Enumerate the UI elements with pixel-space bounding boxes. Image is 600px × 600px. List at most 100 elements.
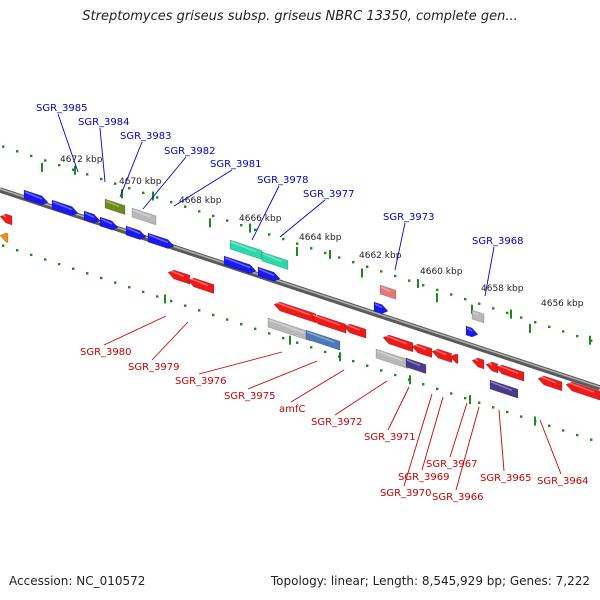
lower-ruler-dot (520, 415, 523, 418)
kbp-tick-label: 4662 kbp (359, 251, 402, 261)
lower-ruler-dot (16, 249, 19, 252)
lower-ruler-dot (366, 364, 369, 367)
kbp-tick-label: 4660 kbp (420, 267, 463, 277)
forward-gene-leader (57, 113, 79, 173)
lower-ruler-dot (576, 433, 579, 437)
upper-ruler-dot (422, 284, 425, 287)
forward-gene-shade (224, 257, 251, 269)
forward-gene (104, 198, 126, 216)
upper-ruler-dot (198, 210, 201, 213)
upper-ruler-dot (296, 242, 299, 245)
reverse-gene-shade (566, 381, 595, 393)
reverse-gene (449, 353, 459, 365)
forward-gene-leader (119, 141, 143, 198)
forward-gene-label: SGR_3984 (78, 117, 130, 128)
reverse-gene-label: amfC (279, 404, 305, 415)
lower-ruler-dot (562, 429, 565, 432)
reverse-gene (471, 357, 485, 370)
reverse-gene (273, 301, 317, 324)
upper-ruler-dot (72, 168, 75, 171)
reverse-gene-shade (312, 314, 341, 326)
lower-ruler-dot (2, 244, 5, 247)
lower-ruler-dot (86, 272, 89, 275)
kbp-tick-label: 4672 kbp (60, 155, 103, 165)
reverse-gene-leader (403, 393, 433, 487)
forward-gene-shade (0, 232, 3, 236)
reverse-gene-leader (290, 369, 345, 403)
reverse-gene-shade (538, 375, 557, 384)
reverse-gene-label: SGR_3965 (480, 473, 532, 484)
reverse-gene (489, 379, 519, 399)
lower-ruler-dot (380, 369, 383, 372)
forward-gene (465, 325, 479, 338)
lower-ruler-dot (450, 392, 453, 395)
kbp-tick-label: 4656 kbp (541, 299, 584, 309)
reverse-gene (375, 348, 409, 369)
reverse-gene-leader (151, 321, 189, 361)
reverse-gene (267, 317, 311, 342)
reverse-gene-shade (472, 357, 479, 362)
forward-gene (99, 216, 119, 231)
upper-ruler-dot (338, 256, 341, 259)
reverse-gene-shade (490, 381, 513, 391)
forward-gene-leader (484, 246, 495, 297)
upper-ruler-dot (576, 334, 579, 338)
reverse-gene-label: SGR_3976 (175, 376, 227, 387)
upper-ruler-dot (590, 339, 593, 342)
forward-gene-shade (148, 234, 169, 244)
upper-ruler-dot (44, 159, 47, 162)
reverse-gene-label: SGR_3979 (128, 362, 180, 373)
lower-ruler-dot (254, 327, 257, 331)
reverse-gene (411, 343, 433, 359)
lower-ruler-dot (58, 262, 61, 266)
reverse-gene-leader (103, 315, 167, 346)
reverse-gene (431, 348, 453, 364)
lower-ruler-dot (282, 336, 285, 340)
forward-gene (471, 309, 485, 324)
forward-gene (51, 199, 79, 216)
lower-ruler-dot (198, 309, 201, 312)
reverse-gene-shade (406, 359, 421, 367)
reverse-gene-label: SGR_3964 (537, 476, 589, 487)
forward-gene-label: SGR_3973 (383, 212, 435, 223)
reverse-gene-label: SGR_3975 (224, 391, 276, 402)
forward-gene-shade (262, 253, 283, 263)
reverse-gene-shade (306, 331, 335, 343)
upper-ruler-dot (268, 233, 271, 236)
reverse-gene-shade (412, 343, 427, 351)
lower-ruler-dot (310, 346, 313, 349)
lower-ruler-dot (324, 350, 327, 354)
forward-gene (373, 301, 389, 314)
lower-ruler-dot (44, 258, 47, 261)
lower-ruler-dot (226, 318, 229, 321)
forward-gene (23, 189, 49, 206)
upper-ruler-dot (16, 150, 19, 153)
upper-ruler-dot (520, 316, 523, 319)
forward-gene (0, 232, 9, 244)
lower-ruler-dot (590, 438, 593, 441)
forward-gene-label: SGR_3981 (210, 159, 262, 170)
reverse-gene-shade (486, 361, 493, 366)
lower-ruler-dot (436, 387, 439, 391)
kbp-tick-label: 4664 kbp (299, 233, 342, 243)
lower-ruler-dot (142, 290, 145, 294)
genome-summary: Topology: linear; Length: 8,545,929 bp; … (270, 574, 590, 588)
forward-gene-leader (394, 222, 406, 271)
reverse-gene-label: SGR_3967 (426, 459, 478, 470)
upper-ruler-dot (100, 177, 103, 181)
forward-gene-shade (52, 201, 73, 211)
reverse-gene-shade (344, 323, 361, 331)
reverse-gene (187, 277, 215, 294)
accession-label: Accession: NC_010572 (9, 574, 146, 588)
reverse-gene (343, 323, 367, 339)
forward-gene (257, 266, 281, 282)
forward-gene (223, 255, 257, 274)
lower-ruler-dot (506, 410, 509, 414)
upper-ruler-dot (464, 297, 467, 301)
forward-gene-leader (173, 169, 233, 207)
reverse-gene-leader (198, 351, 283, 375)
upper-ruler-dot (226, 219, 229, 222)
reverse-gene-leader (498, 409, 505, 472)
upper-ruler-dot (254, 228, 257, 232)
